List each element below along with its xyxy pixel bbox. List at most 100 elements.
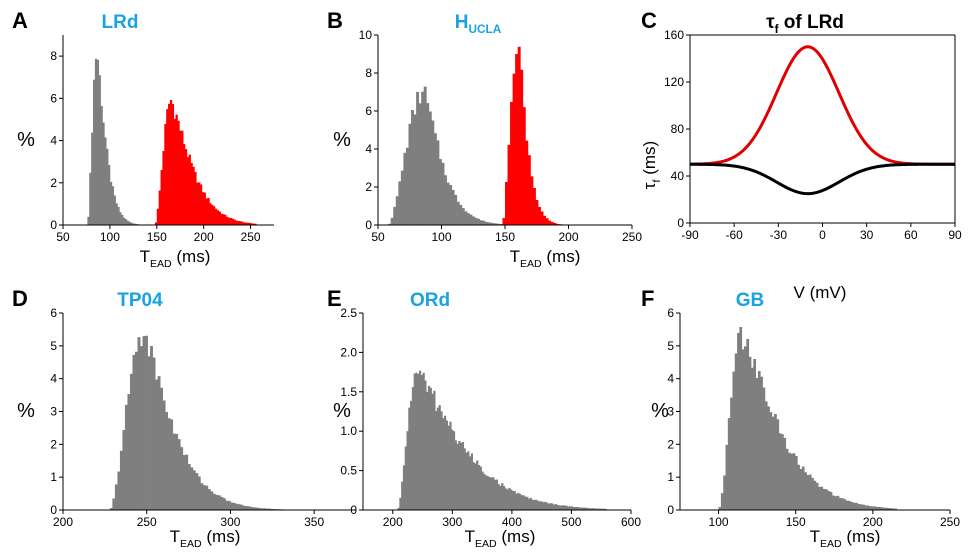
histogram-bar: [474, 217, 478, 225]
histogram-bar: [527, 155, 531, 225]
histogram-bar: [436, 140, 440, 225]
histogram-bar: [510, 489, 513, 510]
y-tick-label: 8: [50, 49, 57, 63]
y-tick-label: 2: [50, 176, 57, 190]
histogram-series-1: [388, 86, 506, 226]
panel-title: TP04: [117, 290, 163, 311]
histogram-bar: [783, 437, 787, 510]
panel-title: τf of LRd: [766, 12, 844, 36]
histogram-bar: [240, 504, 244, 510]
histogram-bar: [552, 504, 556, 510]
histogram-bar: [834, 496, 837, 510]
histogram-bar: [843, 499, 847, 510]
histogram-bar: [460, 442, 463, 510]
histogram-bar: [815, 482, 819, 510]
histogram-bar: [535, 499, 538, 510]
histogram-bar: [806, 475, 810, 510]
histogram-bar: [878, 506, 881, 510]
histogram-bar: [212, 493, 216, 510]
histogram-bar: [871, 506, 875, 510]
histogram-bar: [166, 109, 169, 225]
histogram-bar: [222, 214, 225, 225]
histogram-bar: [485, 475, 488, 510]
histogram-bar: [825, 489, 828, 510]
histogram-bar: [481, 471, 484, 510]
histogram-bar: [741, 349, 745, 510]
histogram-bar: [474, 463, 477, 510]
histogram-series-2: [502, 46, 574, 226]
axes: 100 150 200 250 0 1 2 3 4 5 6: [667, 306, 960, 529]
x-tick-label: 250: [137, 515, 157, 529]
histogram-bar: [558, 505, 561, 510]
x-tick-label: 400: [502, 515, 522, 529]
histogram-bar: [845, 500, 849, 510]
histogram-bar: [502, 485, 506, 510]
histogram-bar: [804, 472, 807, 510]
histogram-bar: [727, 418, 731, 510]
histogram-series-1: [397, 370, 607, 510]
histogram-bar: [263, 508, 266, 510]
histogram-bar: [265, 508, 269, 510]
y-tick-label: 2: [365, 180, 372, 194]
y-axis-label: %: [17, 129, 35, 151]
axes: 200 300 400 500 600 0 0.5 1.0 1.5 2.0 2.5: [340, 306, 641, 529]
histogram-bar: [202, 485, 206, 510]
histogram-bar: [124, 219, 128, 225]
histogram-bar: [388, 223, 392, 225]
histogram-bar: [505, 181, 508, 225]
histogram-bar: [467, 451, 470, 510]
histogram-bar: [185, 454, 189, 510]
histogram-bar: [574, 507, 577, 510]
histogram-bar: [578, 507, 581, 510]
x-tick-label: 500: [561, 515, 581, 529]
histogram-bar: [270, 508, 274, 510]
y-tick-label: 2: [50, 437, 57, 451]
histogram-bar: [788, 452, 791, 510]
histogram-bar: [746, 338, 750, 510]
histogram-bar: [458, 440, 461, 510]
histogram-bar: [253, 507, 256, 510]
histogram-bar: [525, 140, 529, 225]
histogram-bar: [454, 440, 457, 510]
histogram-bar: [447, 425, 450, 510]
histogram-bar: [527, 498, 531, 510]
histogram-bar: [581, 507, 584, 510]
y-tick-label: 8: [365, 66, 372, 80]
histogram-bar: [531, 499, 534, 510]
histogram-bar: [426, 391, 429, 510]
histogram-bar: [529, 497, 532, 510]
histogram-bar: [808, 474, 812, 510]
histogram-bar: [415, 372, 418, 510]
histogram-bar: [838, 497, 842, 510]
histogram-bar: [720, 493, 724, 510]
y-tick-label: 6: [667, 306, 674, 320]
histogram-bar: [220, 496, 224, 510]
histogram-bar: [533, 499, 536, 510]
histogram-bar: [873, 506, 877, 510]
histogram-bar: [744, 346, 747, 510]
histogram-bar: [813, 480, 817, 510]
histogram-bar: [126, 220, 130, 225]
histogram-bar: [502, 218, 506, 225]
histogram-bar: [551, 503, 554, 510]
histogram-bar: [229, 218, 233, 225]
panel-letter: E: [327, 286, 342, 311]
histogram-series-1: [109, 335, 309, 510]
histogram-bar: [401, 481, 404, 510]
histogram-bar: [797, 464, 800, 510]
histogram-bar: [173, 118, 176, 225]
histogram-bar: [604, 508, 607, 510]
histogram-bar: [466, 213, 470, 225]
histogram-bar: [492, 223, 496, 225]
histogram-bar: [887, 508, 891, 510]
x-tick-label: 250: [622, 230, 642, 244]
histogram-bar: [244, 222, 248, 225]
x-tick-label: 350: [304, 515, 324, 529]
histogram-bar: [235, 503, 239, 510]
x-tick-label: 90: [948, 228, 962, 242]
histogram-bar: [507, 144, 511, 225]
histogram-bar: [538, 501, 541, 510]
histogram-bar: [725, 444, 729, 510]
y-tick-label: 4: [50, 134, 57, 148]
histogram-bar: [785, 448, 789, 510]
